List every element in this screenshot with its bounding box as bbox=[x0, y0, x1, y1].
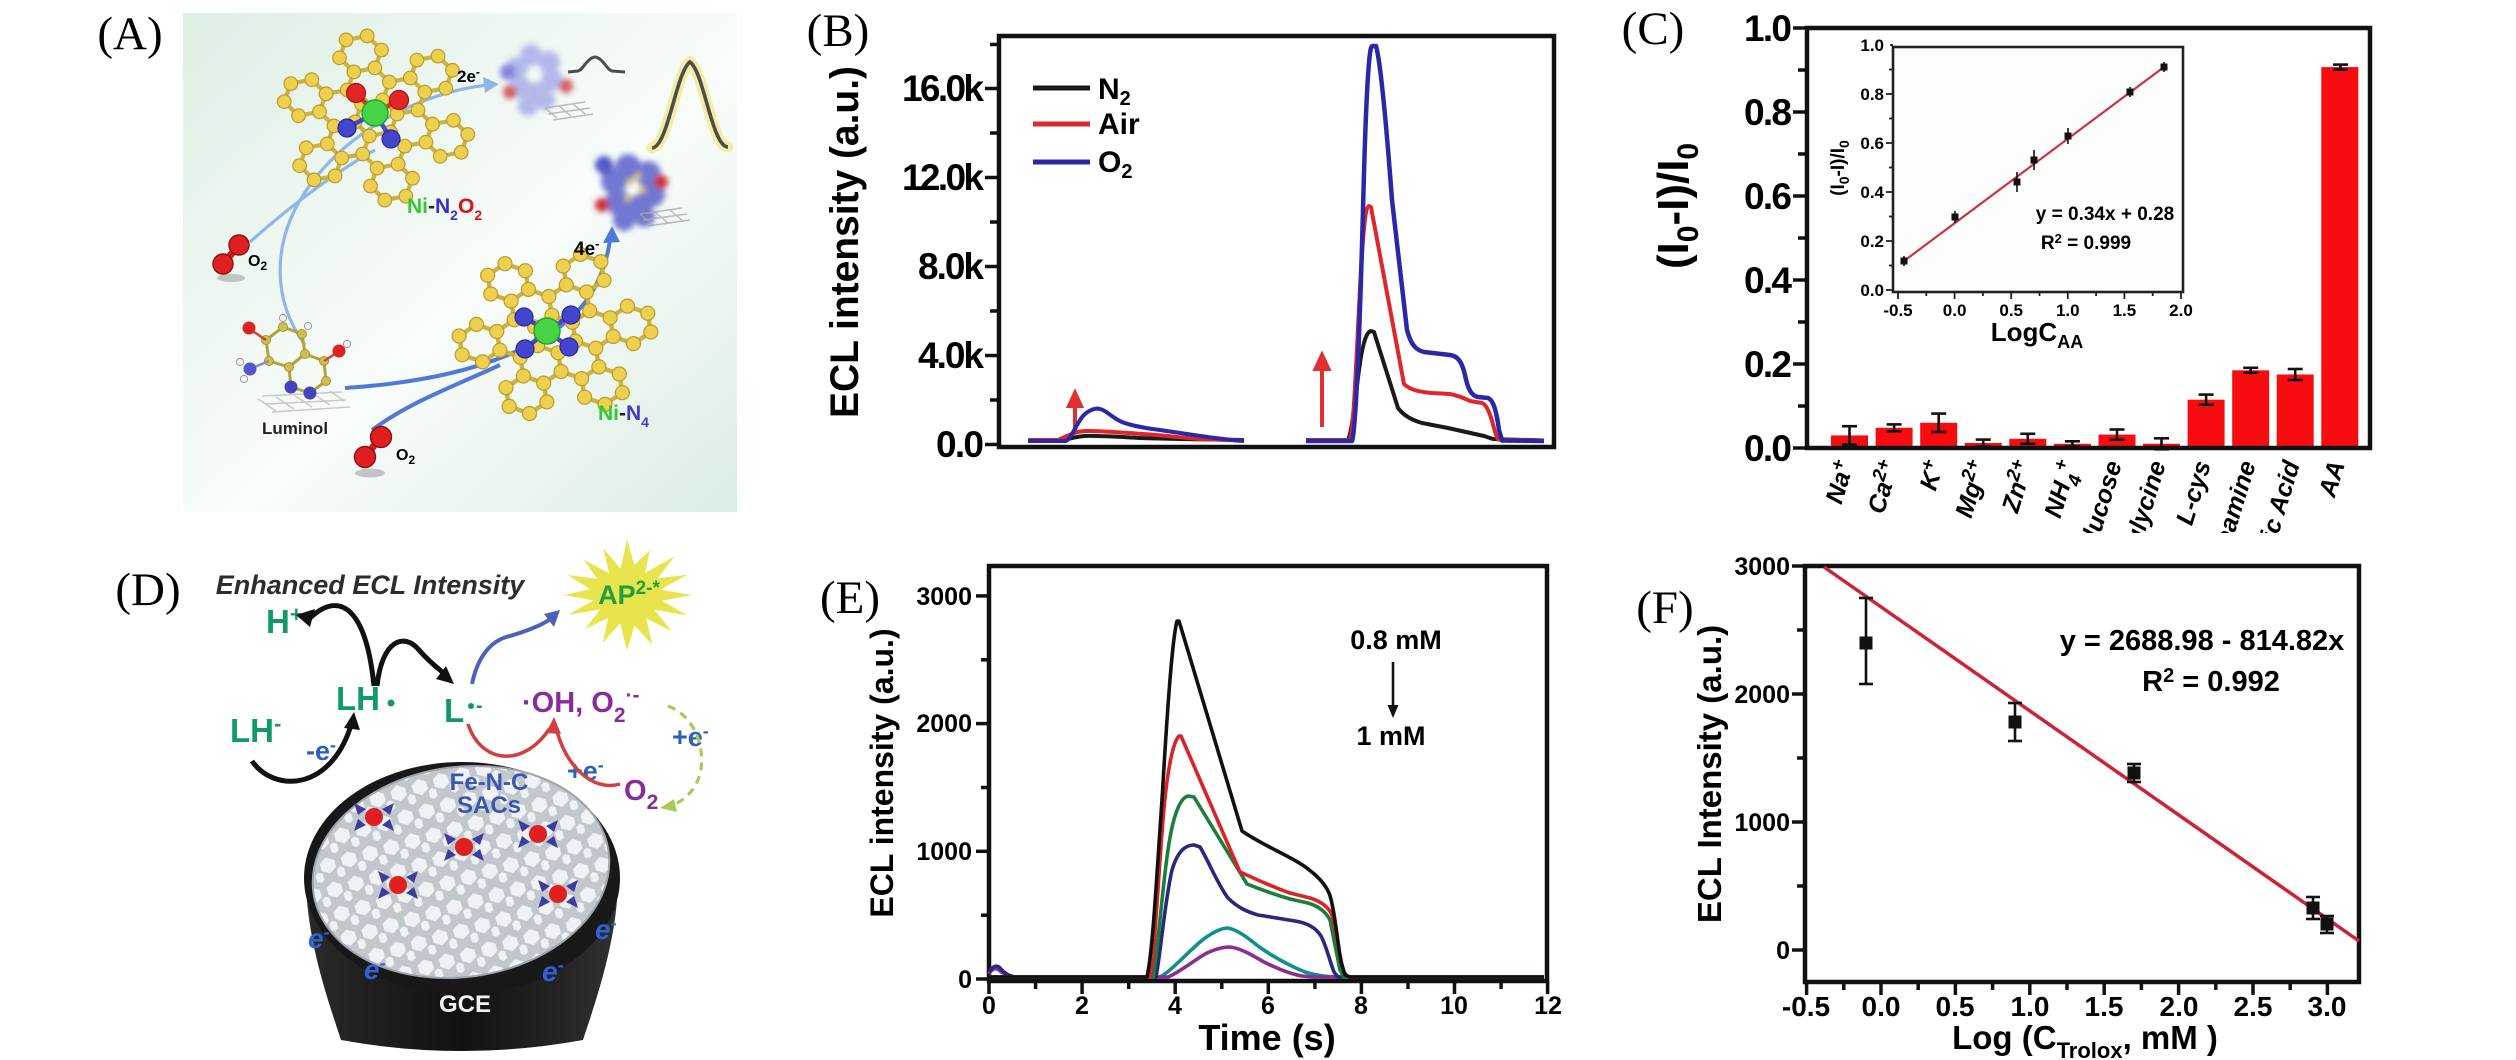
svg-text:glycine: glycine bbox=[2119, 457, 2171, 549]
svg-text:+e-: +e- bbox=[567, 755, 604, 786]
svg-text:-: - bbox=[476, 695, 483, 717]
svg-text:(I0-I)/I0: (I0-I)/I0 bbox=[1828, 140, 1852, 196]
svg-text:Fe-N-C: Fe-N-C bbox=[450, 769, 529, 796]
svg-text:1.5: 1.5 bbox=[2113, 301, 2137, 320]
svg-text:0.0: 0.0 bbox=[936, 424, 984, 465]
svg-text:2.0: 2.0 bbox=[2160, 991, 2199, 1022]
svg-text:0.0: 0.0 bbox=[1943, 301, 1967, 320]
svg-text:Air: Air bbox=[1098, 108, 1140, 141]
svg-text:0: 0 bbox=[1776, 937, 1790, 965]
svg-text:(B): (B) bbox=[807, 5, 870, 57]
svg-text:1.5: 1.5 bbox=[2085, 991, 2124, 1022]
svg-text:0.6: 0.6 bbox=[1744, 176, 1792, 217]
svg-text:LogCAA: LogCAA bbox=[1991, 317, 2083, 352]
svg-text:2.0: 2.0 bbox=[2169, 301, 2193, 320]
svg-text:(F): (F) bbox=[1636, 582, 1693, 634]
svg-text:GCE: GCE bbox=[439, 991, 491, 1018]
svg-text:AA: AA bbox=[2313, 458, 2351, 502]
svg-text:R2 = 0.992: R2 = 0.992 bbox=[2142, 665, 2280, 698]
svg-text:2000: 2000 bbox=[1734, 681, 1790, 709]
svg-text:NH4+: NH4+ bbox=[2036, 457, 2090, 524]
svg-text:SACs: SACs bbox=[457, 792, 521, 819]
svg-text:(C): (C) bbox=[1622, 3, 1685, 55]
svg-text:-0.5: -0.5 bbox=[1782, 991, 1830, 1022]
svg-text:H+: H+ bbox=[266, 602, 303, 640]
svg-text:0.2: 0.2 bbox=[1744, 344, 1792, 385]
svg-text:0.8 mM: 0.8 mM bbox=[1350, 625, 1442, 655]
svg-text:ECL intensity (a.u.): ECL intensity (a.u.) bbox=[823, 66, 867, 418]
svg-text:·OH, O2·-: ·OH, O2·- bbox=[522, 684, 640, 727]
svg-text:4.0k: 4.0k bbox=[918, 335, 984, 376]
svg-text:10: 10 bbox=[1440, 992, 1468, 1020]
svg-text:0.2: 0.2 bbox=[1860, 232, 1884, 251]
svg-text:12.0k: 12.0k bbox=[902, 157, 984, 198]
svg-text:LH: LH bbox=[336, 680, 380, 717]
svg-text:Ni-N4: Ni-N4 bbox=[598, 402, 649, 430]
svg-text:0.8: 0.8 bbox=[1860, 85, 1884, 104]
svg-text:ECL intensity (a.u.): ECL intensity (a.u.) bbox=[864, 628, 900, 917]
svg-text:2000: 2000 bbox=[916, 710, 972, 738]
svg-text:Time (s): Time (s) bbox=[1198, 1017, 1335, 1058]
svg-text:1.0: 1.0 bbox=[2011, 991, 2050, 1022]
svg-text:0: 0 bbox=[958, 966, 972, 994]
svg-text:0.0: 0.0 bbox=[1860, 281, 1884, 300]
svg-text:0.4: 0.4 bbox=[1744, 260, 1792, 301]
svg-text:(A): (A) bbox=[97, 8, 162, 60]
svg-text:Mg2+: Mg2+ bbox=[1947, 457, 1994, 521]
svg-text:O2: O2 bbox=[1098, 146, 1132, 183]
svg-text:1000: 1000 bbox=[916, 838, 972, 866]
svg-text:3.0: 3.0 bbox=[2308, 991, 2347, 1022]
svg-text:L: L bbox=[444, 692, 464, 729]
svg-text:N2: N2 bbox=[1098, 73, 1131, 110]
svg-text:12: 12 bbox=[1534, 992, 1562, 1020]
svg-text:e-: e- bbox=[595, 913, 617, 945]
svg-text:2.5: 2.5 bbox=[2234, 991, 2273, 1022]
svg-text:1 mM: 1 mM bbox=[1356, 721, 1425, 751]
svg-text:0.0: 0.0 bbox=[1862, 991, 1901, 1022]
svg-text:y = 0.34x + 0.28: y = 0.34x + 0.28 bbox=[2036, 204, 2174, 225]
svg-text:4: 4 bbox=[1168, 992, 1182, 1020]
svg-text:LH-: LH- bbox=[230, 711, 281, 749]
svg-text:Ni-N2O2: Ni-N2O2 bbox=[407, 195, 482, 223]
svg-text:3000: 3000 bbox=[916, 583, 972, 611]
svg-text:y = 2688.98 - 814.82x: y = 2688.98 - 814.82x bbox=[2060, 625, 2345, 657]
svg-text:Luminol: Luminol bbox=[262, 419, 328, 438]
svg-text:Ca2+: Ca2+ bbox=[1859, 457, 1904, 517]
svg-text:(D): (D) bbox=[115, 564, 180, 616]
svg-text:0.5: 0.5 bbox=[1999, 301, 2023, 320]
svg-text:Zn2+: Zn2+ bbox=[1994, 457, 2039, 517]
svg-text:0.6: 0.6 bbox=[1860, 134, 1884, 153]
svg-text:1.0: 1.0 bbox=[2056, 301, 2080, 320]
svg-text:8.0k: 8.0k bbox=[918, 246, 984, 287]
svg-text:6: 6 bbox=[1261, 992, 1275, 1020]
svg-text:L-cys: L-cys bbox=[2171, 457, 2217, 528]
svg-text:Log (CTrolox, mM ): Log (CTrolox, mM ) bbox=[1952, 1019, 2218, 1060]
svg-text:0.0: 0.0 bbox=[1744, 428, 1792, 469]
svg-text:1.0: 1.0 bbox=[1744, 8, 1792, 49]
svg-text:(I0-I)/I0: (I0-I)/I0 bbox=[1649, 143, 1705, 269]
svg-text:0: 0 bbox=[982, 992, 996, 1020]
svg-text:3000: 3000 bbox=[1734, 553, 1790, 581]
svg-text:1000: 1000 bbox=[1734, 809, 1790, 837]
svg-text:8: 8 bbox=[1354, 992, 1368, 1020]
svg-text:-0.5: -0.5 bbox=[1883, 301, 1912, 320]
svg-text:1.0: 1.0 bbox=[1860, 36, 1884, 55]
svg-text:16.0k: 16.0k bbox=[902, 68, 984, 109]
svg-text:0.5: 0.5 bbox=[1936, 991, 1975, 1022]
svg-text:ECL Intensity (a.u.): ECL Intensity (a.u.) bbox=[1691, 625, 1728, 923]
svg-text:(E): (E) bbox=[820, 572, 880, 624]
svg-text:Na+: Na+ bbox=[1817, 457, 1859, 507]
svg-text:0.4: 0.4 bbox=[1860, 183, 1884, 202]
svg-text:O2: O2 bbox=[624, 775, 658, 814]
svg-text:R2 = 0.999: R2 = 0.999 bbox=[2041, 231, 2131, 254]
svg-text:glucose: glucose bbox=[2073, 457, 2128, 557]
svg-text:Enhanced ECL Intensity: Enhanced ECL Intensity bbox=[216, 570, 527, 600]
svg-text:2e-: 2e- bbox=[457, 65, 480, 86]
svg-text:0.8: 0.8 bbox=[1744, 92, 1792, 133]
svg-text:K+: K+ bbox=[1912, 457, 1950, 494]
svg-text:2: 2 bbox=[1075, 992, 1089, 1020]
